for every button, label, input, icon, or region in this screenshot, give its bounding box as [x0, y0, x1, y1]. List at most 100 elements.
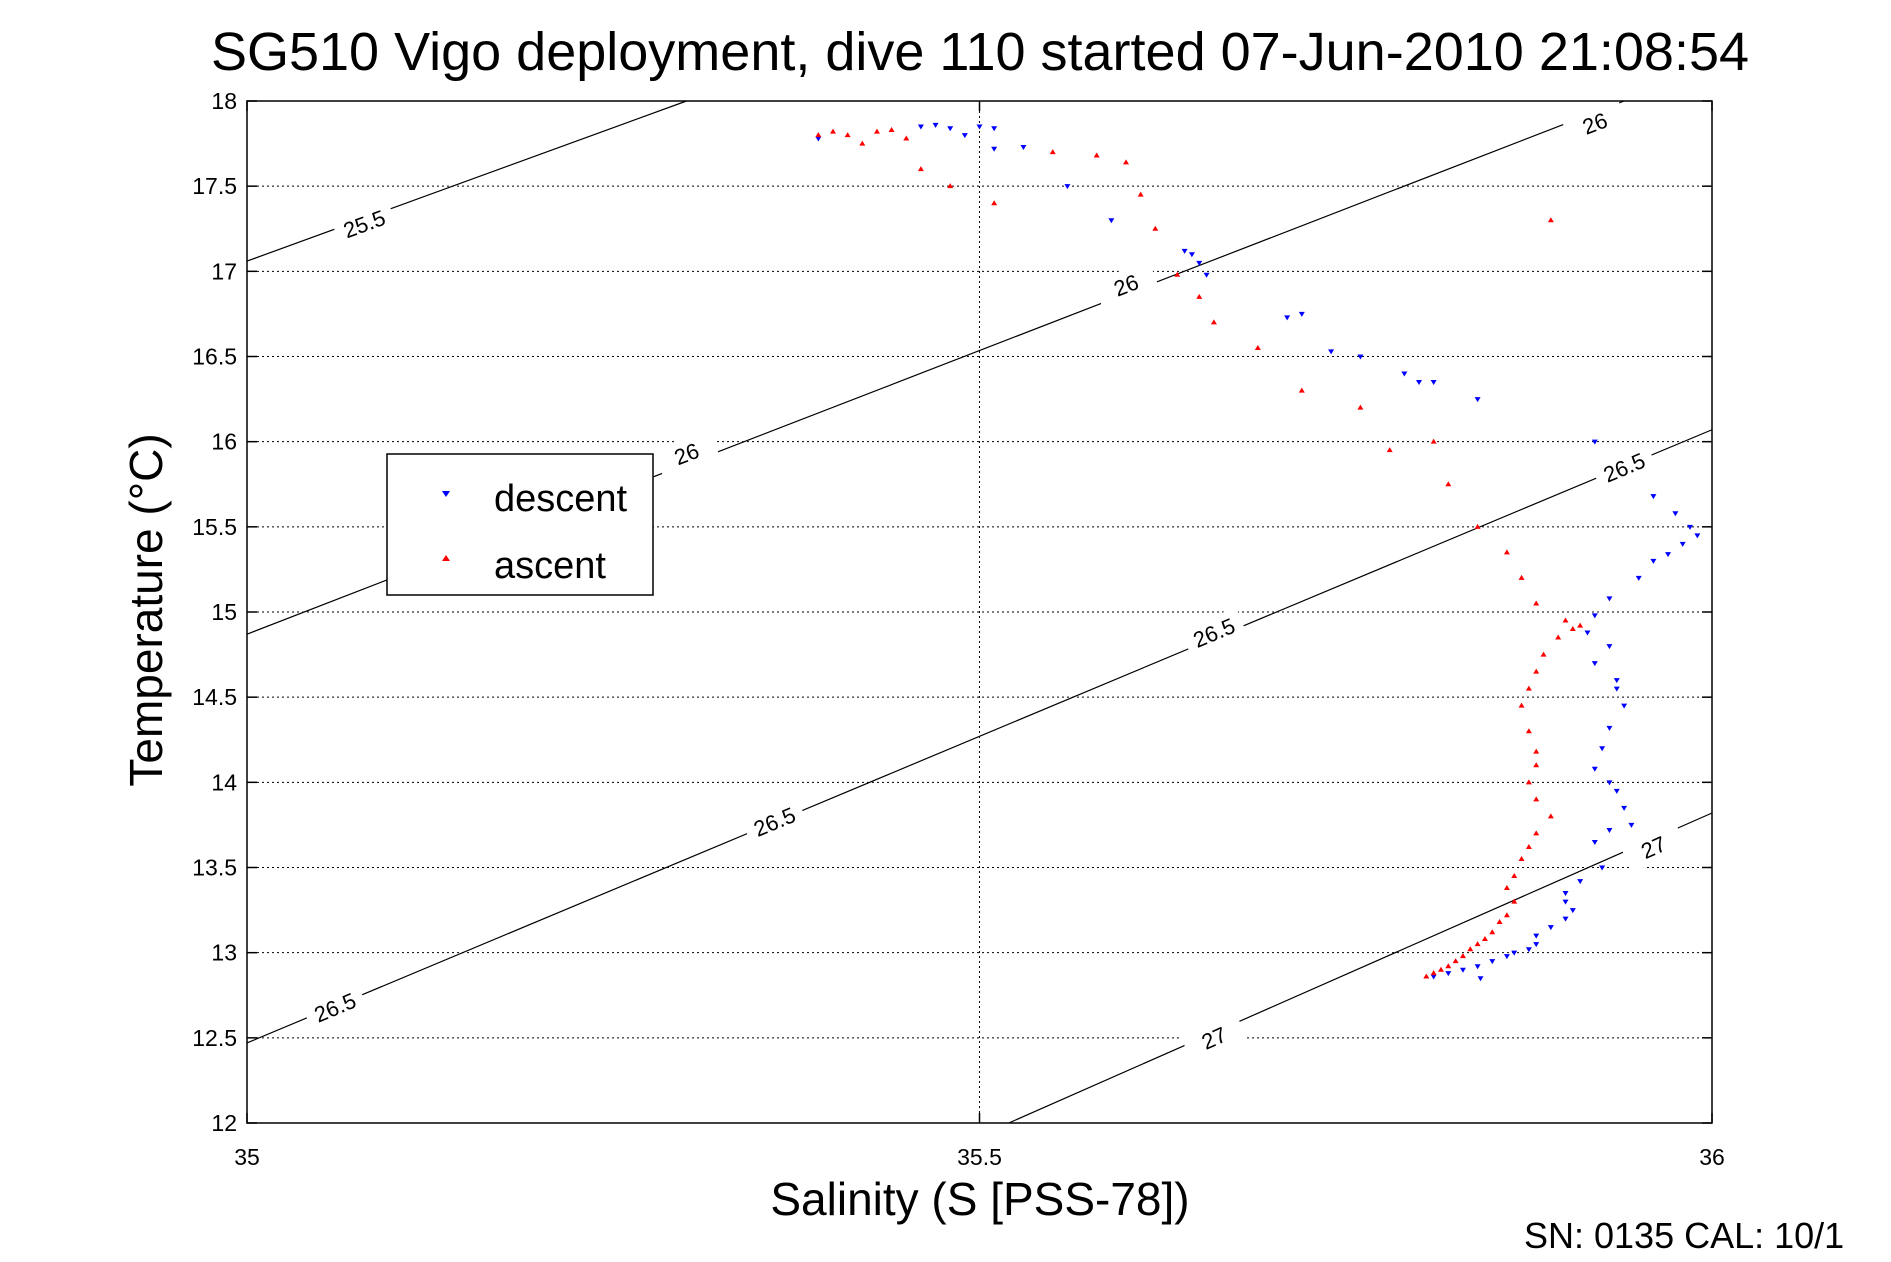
- series-ascent: [815, 126, 1584, 979]
- ascent-point: [1437, 966, 1444, 972]
- descent-point: [1020, 144, 1027, 150]
- legend-box: [386, 453, 654, 596]
- ascent-point: [1474, 941, 1481, 947]
- y-tick-label-1: 12.5: [192, 1025, 237, 1051]
- descent-point: [1562, 899, 1569, 905]
- ascent-point: [1445, 481, 1452, 487]
- descent-point: [1533, 942, 1540, 948]
- isopycnal-label-gap: [1561, 98, 1629, 148]
- isopycnal-label-gap: [740, 796, 808, 847]
- descent-point: [1298, 311, 1305, 317]
- descent-point: [1562, 916, 1569, 922]
- descent-point: [1591, 839, 1598, 845]
- ascent-point: [947, 183, 954, 189]
- ascent-point: [1518, 702, 1525, 708]
- descent-point: [1577, 879, 1584, 885]
- legend-descent-marker: [442, 491, 450, 497]
- descent-point: [1694, 533, 1701, 539]
- isopycnal-label-2-1: 26.5: [740, 796, 808, 847]
- descent-point: [1599, 746, 1606, 752]
- isopycnal-label-0-0: 25.5: [330, 199, 398, 249]
- ascent-point: [1533, 830, 1540, 836]
- y-axis-ticks: 12 12.5 13 13.5 14 14.5 15 15.5 16 16.5 17 17.5 18: [192, 88, 1712, 1136]
- descent-point: [1650, 558, 1657, 564]
- descent-point: [1679, 541, 1686, 547]
- ascent-point: [1533, 600, 1540, 606]
- plot-area: 25.5 26 26 26 26.5 26.5 26.5 26.5 27 27: [246, 98, 1713, 1124]
- ascent-point: [1533, 668, 1540, 674]
- ascent-point: [1474, 523, 1481, 529]
- descent-point: [1203, 272, 1210, 278]
- ascent-point: [1152, 225, 1159, 231]
- ascent-point: [1525, 728, 1532, 734]
- descent-point: [991, 146, 998, 152]
- legend-descent-label: descent: [494, 478, 628, 520]
- descent-point: [1599, 865, 1606, 871]
- isopycnal-label-1-2: 26: [1561, 98, 1629, 148]
- serial-calibration-note: SN: 0135 CAL: 10/1: [1524, 1215, 1844, 1256]
- descent-point: [1606, 596, 1613, 602]
- descent-point: [1606, 828, 1613, 834]
- series-descent: [815, 122, 1701, 982]
- descent-point: [932, 122, 939, 128]
- isopycnal-label-1-1: 26: [1092, 260, 1160, 310]
- ascent-point: [1533, 748, 1540, 754]
- descent-point: [1665, 552, 1672, 558]
- descent-point: [1477, 976, 1484, 982]
- ascent-point: [1525, 685, 1532, 691]
- ascent-point: [1452, 958, 1459, 964]
- ascent-point: [830, 128, 836, 134]
- ascent-point: [1254, 344, 1261, 350]
- ascent-point: [1540, 651, 1547, 657]
- ascent-point: [1093, 152, 1100, 158]
- descent-point: [1569, 908, 1576, 914]
- ascent-point: [859, 140, 866, 146]
- descent-point: [1503, 954, 1510, 960]
- ascent-point: [1533, 796, 1540, 802]
- ascent-point: [1518, 855, 1525, 861]
- descent-point: [1525, 947, 1532, 953]
- y-tick-label-4: 14: [211, 769, 237, 795]
- ascent-point: [1547, 217, 1554, 223]
- descent-point: [1188, 252, 1195, 258]
- ascent-point: [1298, 387, 1305, 393]
- y-tick-label-12: 18: [211, 88, 237, 114]
- descent-point: [961, 133, 968, 139]
- descent-point: [1606, 725, 1613, 731]
- isopycnal-label-gap: [301, 981, 369, 1033]
- descent-point: [1606, 780, 1613, 786]
- ascent-point: [1547, 813, 1554, 819]
- isopycnal-label-gap: [330, 199, 398, 249]
- ascent-point: [1503, 884, 1510, 890]
- ascent-point: [1137, 191, 1144, 197]
- ascent-point: [1174, 271, 1181, 277]
- y-tick-label-2: 13: [211, 940, 237, 966]
- descent-point: [1621, 703, 1628, 709]
- ascent-point: [1210, 319, 1217, 325]
- descent-point: [1591, 661, 1598, 667]
- data-markers: [815, 122, 1701, 982]
- descent-point: [1562, 891, 1569, 897]
- ascent-point: [1196, 293, 1203, 299]
- descent-point: [1547, 925, 1554, 931]
- ascent-point: [1423, 973, 1430, 979]
- descent-point: [1591, 613, 1598, 619]
- y-tick-label-9: 16.5: [192, 344, 237, 370]
- y-tick-label-7: 15.5: [192, 514, 237, 540]
- legend-ascent-marker: [442, 555, 450, 561]
- ascent-point: [1518, 574, 1525, 580]
- ascent-point: [1489, 929, 1496, 935]
- y-tick-label-11: 17.5: [192, 173, 237, 199]
- ascent-point: [1123, 159, 1129, 165]
- isopycnal-label-gap: [1180, 607, 1248, 658]
- descent-point: [1606, 644, 1613, 650]
- descent-point: [1672, 511, 1679, 517]
- ascent-point: [815, 132, 822, 138]
- y-axis-label: Temperature (°C): [120, 433, 172, 786]
- ascent-point: [991, 200, 998, 206]
- descent-point: [1533, 933, 1540, 939]
- ascent-point: [1386, 447, 1393, 453]
- x-axis-label: Salinity (S [PSS-78]): [770, 1173, 1189, 1225]
- descent-point: [1416, 380, 1422, 386]
